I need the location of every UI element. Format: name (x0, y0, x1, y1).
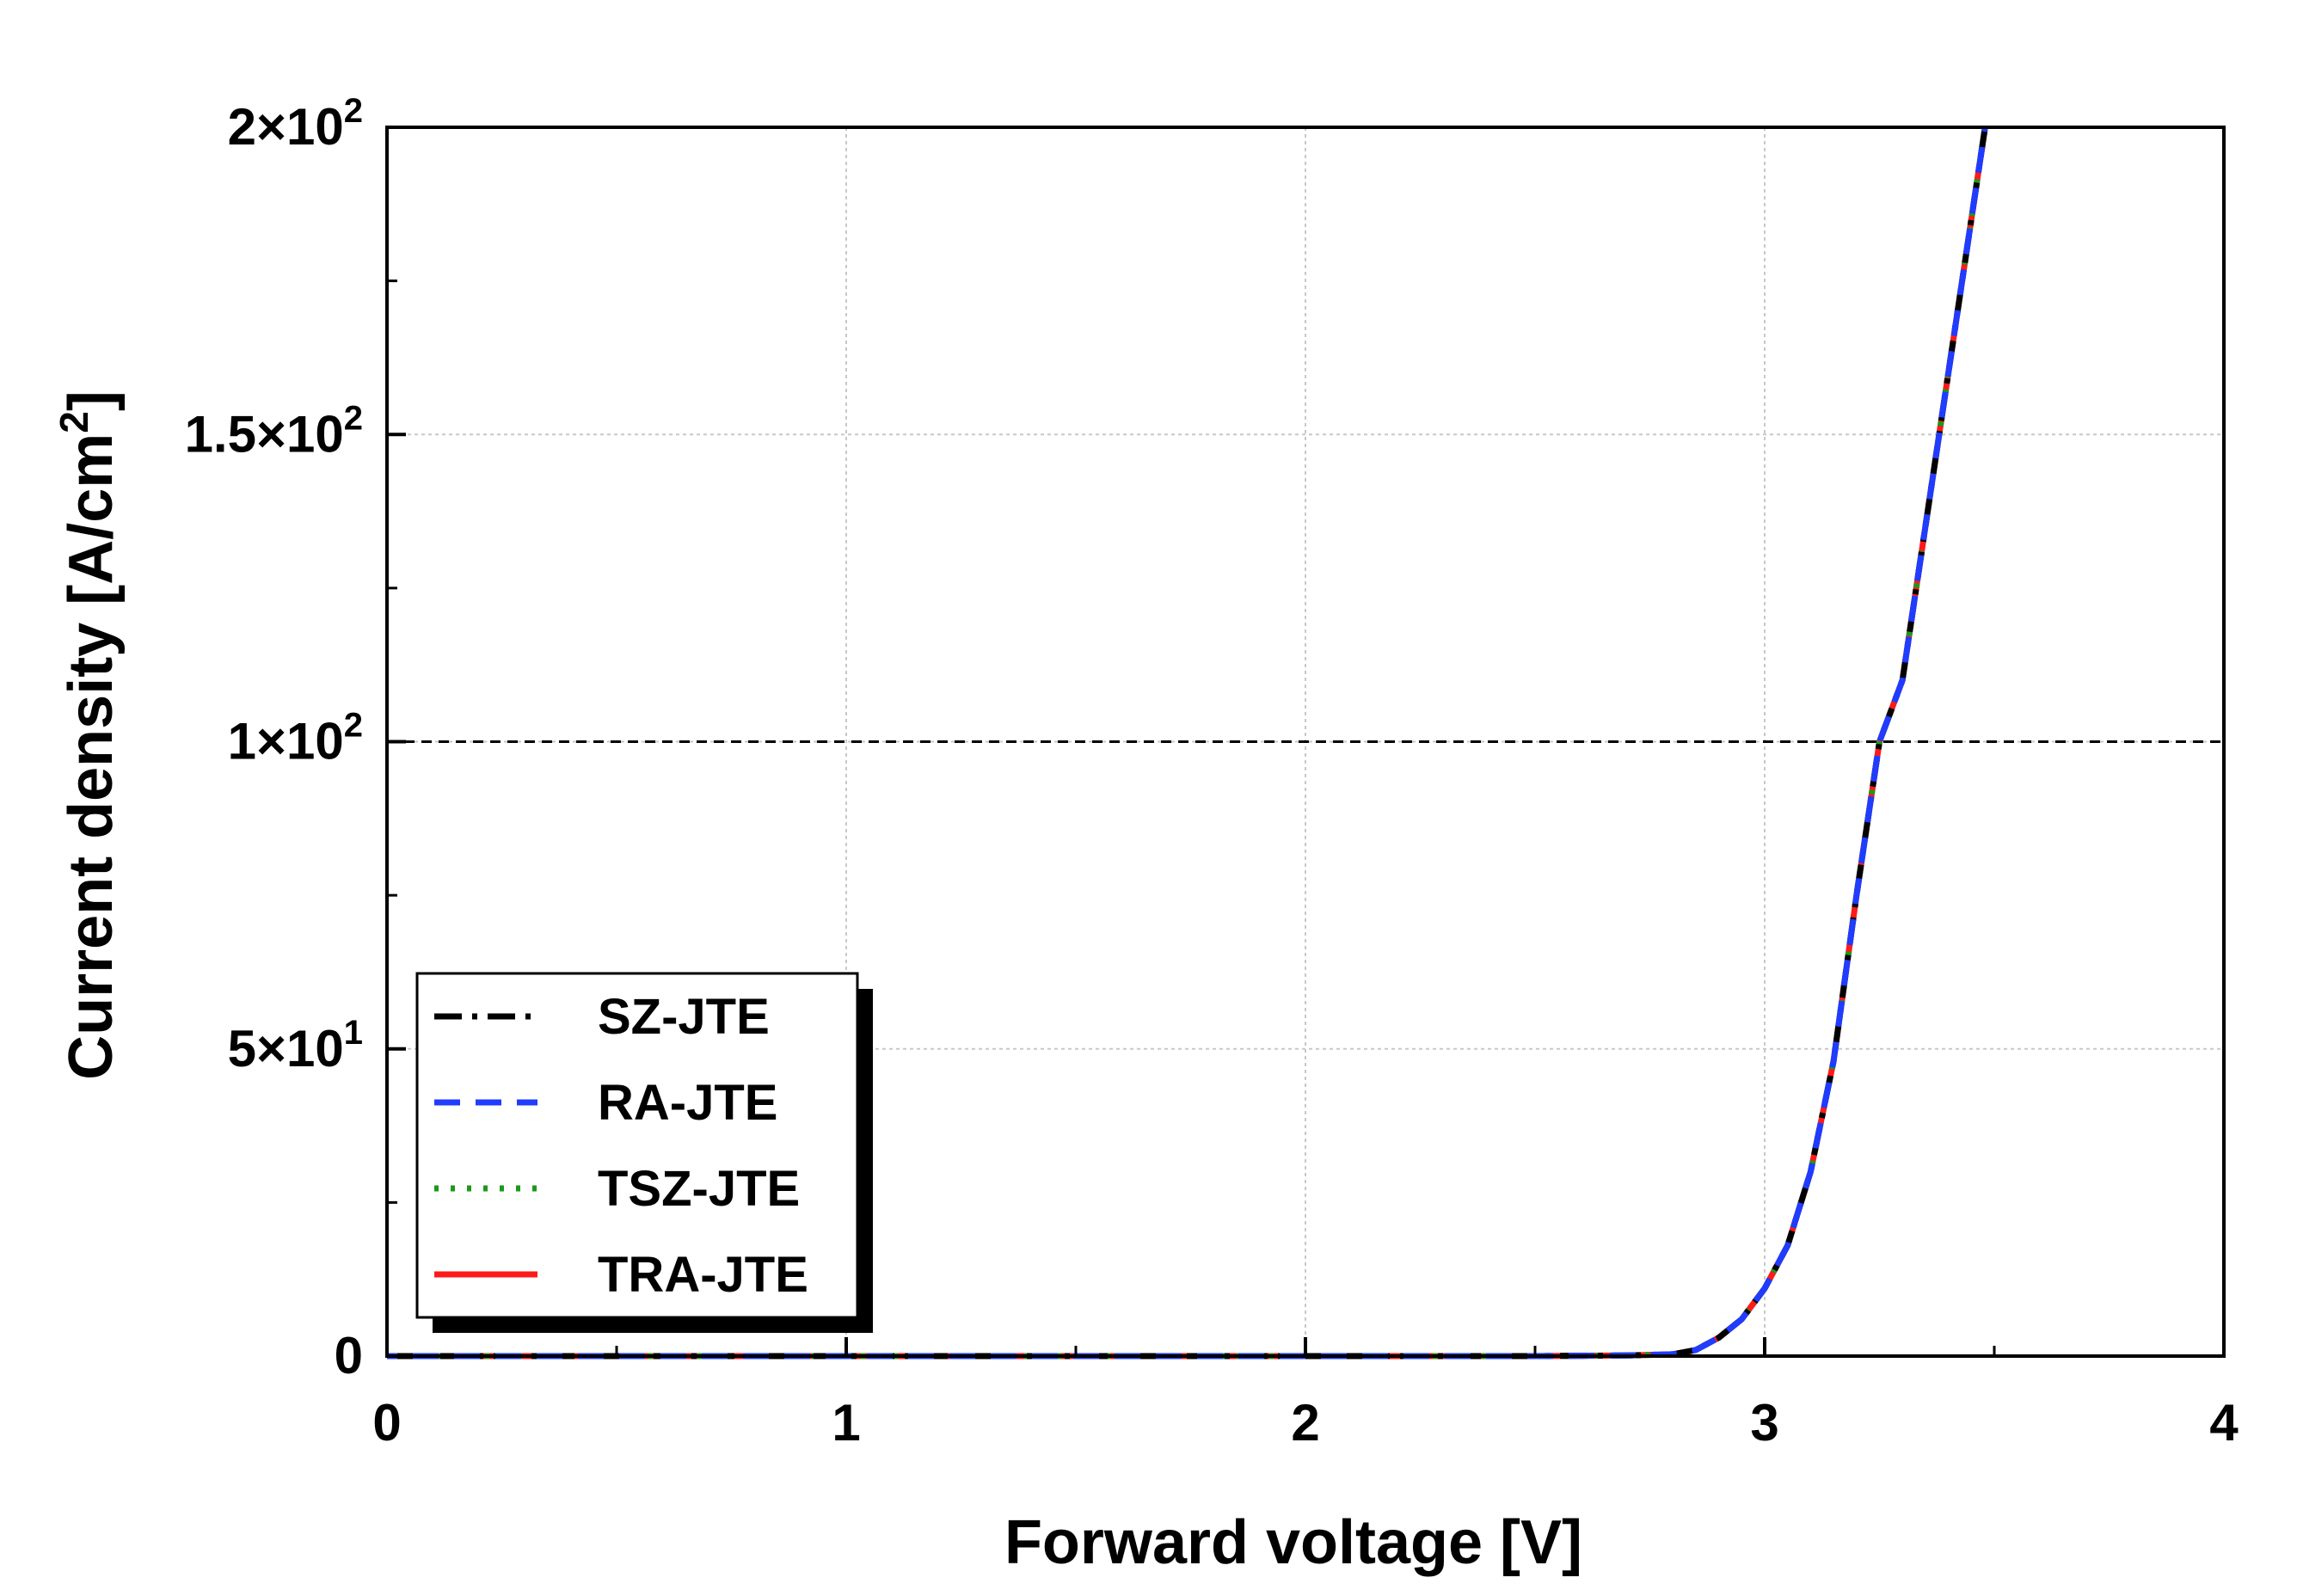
y-tick-label-3: 1.5×102 (185, 399, 363, 463)
y-tick-label-1: 5×101 (228, 1014, 363, 1077)
x-tick-label-3: 3 (1750, 1394, 1778, 1452)
x-tick-labels: 0 1 2 3 4 (372, 1394, 2239, 1452)
axis-ticks (385, 126, 2226, 1358)
series-line-ra-jte (387, 126, 1988, 1360)
y-axis-title-superscript: 2 (52, 411, 96, 433)
legend: SZ-JTE RA-JTE TSZ-JTE TRA-JTE (415, 972, 873, 1333)
x-tick-label-4: 4 (2209, 1394, 2239, 1452)
y-axis-title-suffix: ] (57, 390, 126, 411)
y-tick-labels: 0 5×101 1×102 1.5×102 2×102 (185, 92, 363, 1384)
y-tick-label-0: 0 (335, 1327, 363, 1384)
legend-box (415, 972, 859, 1319)
y-axis-title-main: Current density [A/cm (57, 433, 126, 1080)
legend-label-sz-jte: SZ-JTE (598, 989, 770, 1045)
x-tick-label-1: 1 (832, 1394, 860, 1452)
x-axis-title: Forward voltage [V] (1004, 1508, 1582, 1577)
x-tick-label-2: 2 (1291, 1394, 1319, 1452)
y-axis-title: Current density [A/cm2] (52, 390, 126, 1080)
y-tick-label-2: 1×102 (228, 707, 363, 770)
legend-label-tra-jte: TRA-JTE (598, 1247, 808, 1303)
y-tick-label-4: 2×102 (228, 92, 363, 156)
legend-label-tsz-jte: TSZ-JTE (598, 1161, 800, 1217)
legend-label-ra-jte: RA-JTE (598, 1075, 777, 1131)
x-tick-label-0: 0 (372, 1394, 401, 1452)
